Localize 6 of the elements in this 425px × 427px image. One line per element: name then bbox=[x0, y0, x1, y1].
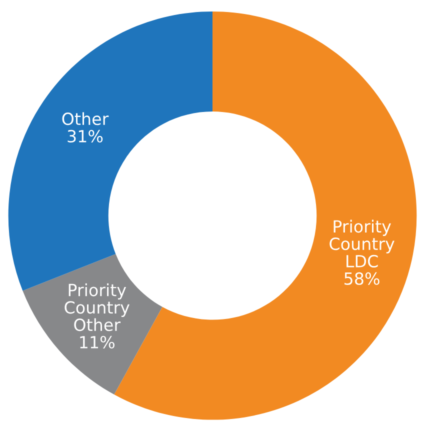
data-label: 31% bbox=[68, 130, 103, 143]
slice-label: Other bbox=[62, 112, 109, 126]
slice-label: Priority Country Other bbox=[64, 283, 130, 332]
data-label: 11% bbox=[80, 336, 114, 349]
data-label: 58% bbox=[344, 272, 380, 285]
slice-label: Priority Country LDC bbox=[330, 220, 394, 268]
